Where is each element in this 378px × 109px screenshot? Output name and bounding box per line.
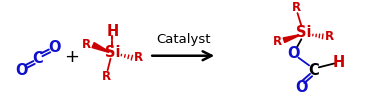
Text: O: O <box>287 46 300 61</box>
Text: Si: Si <box>105 45 120 60</box>
Polygon shape <box>92 43 109 52</box>
Text: R: R <box>292 1 301 14</box>
Text: O: O <box>48 39 60 54</box>
Text: +: + <box>64 48 79 66</box>
Text: H: H <box>106 24 119 39</box>
Text: R: R <box>134 51 143 64</box>
Text: O: O <box>15 63 28 78</box>
Text: Si: Si <box>296 25 311 40</box>
Text: Catalyst: Catalyst <box>156 33 211 46</box>
Text: R: R <box>102 70 111 83</box>
Text: R: R <box>325 30 334 43</box>
Text: H: H <box>333 55 345 70</box>
Text: C: C <box>33 51 43 66</box>
Text: R: R <box>82 38 91 51</box>
Text: R: R <box>273 35 282 48</box>
Text: O: O <box>295 80 308 95</box>
Text: C: C <box>308 63 319 78</box>
Polygon shape <box>283 35 299 43</box>
